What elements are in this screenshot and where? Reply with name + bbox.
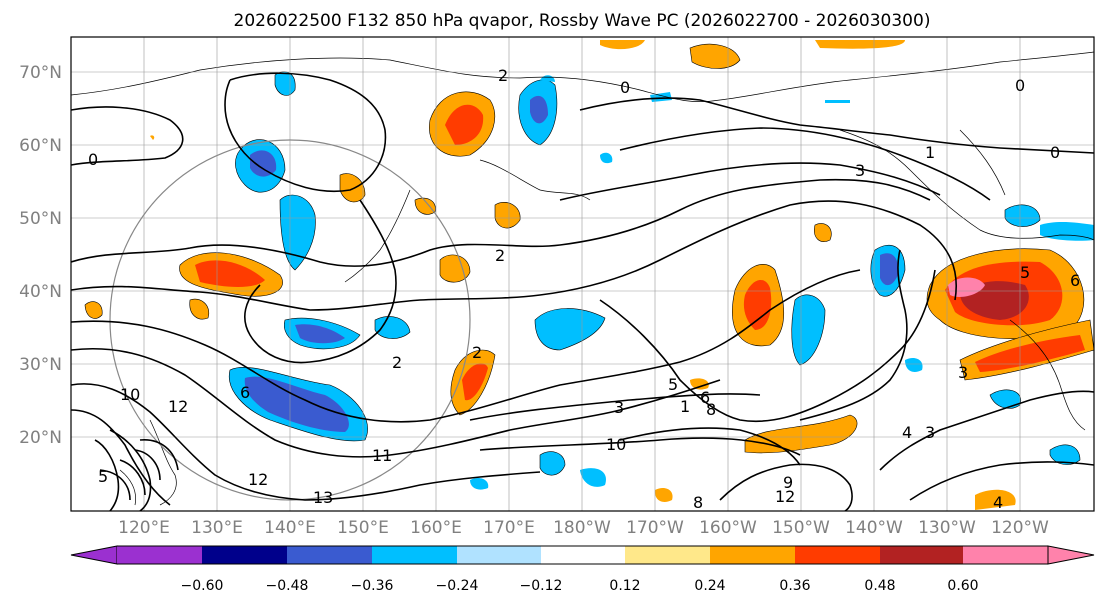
map-frame (70, 36, 1095, 512)
lat-label: 60°N (19, 136, 62, 156)
contour-label: 2 (472, 343, 482, 362)
contour-label: 4 (902, 423, 912, 442)
contour-label: 4 (993, 493, 1003, 512)
colorbar-segment (625, 546, 710, 564)
contour-label: 12 (248, 470, 268, 489)
contour-label: 1 (925, 143, 935, 162)
lat-label: 30°N (19, 355, 62, 375)
graticule (71, 37, 1094, 511)
colorbar-tick-label: 0.24 (694, 578, 725, 594)
colorbar-segment (541, 546, 625, 564)
contour-label: 0 (620, 78, 630, 97)
colorbar-tick-label: 0.36 (779, 578, 810, 594)
colorbar-ticks: −0.60 −0.48 −0.36 −0.24 −0.12 0.12 0.24 … (181, 578, 979, 594)
contour-label: 12 (168, 397, 188, 416)
contour-label: 3 (855, 161, 865, 180)
negative-anomaly-shading (228, 71, 1094, 490)
colorbar-tick-label: 0.12 (609, 578, 640, 594)
lat-label: 50°N (19, 209, 62, 229)
lon-label: 150°E (337, 518, 389, 538)
colorbar-tick-label: 0.48 (864, 578, 895, 594)
lon-label: 130°W (918, 518, 976, 538)
contour-label: 5 (98, 467, 108, 486)
contour-label: 6 (700, 388, 710, 407)
colorbar-segment (457, 546, 541, 564)
lon-label: 150°W (772, 518, 830, 538)
colorbar-segment (202, 546, 287, 564)
contour-label: 11 (372, 446, 392, 465)
contour-label: 3 (614, 398, 624, 417)
contour-label: 0 (1015, 76, 1025, 95)
colorbar-segment (372, 546, 457, 564)
contour-label: 10 (120, 385, 140, 404)
colorbar-extend-high (1047, 545, 1095, 565)
colorbar-segment (880, 546, 963, 564)
contour-labels: 0 0 0 0 1 3 2 2 3 3 5 5 6 8 10 11 12 13 … (88, 66, 1080, 512)
lon-label: 170°W (626, 518, 684, 538)
contour-label: 10 (606, 435, 626, 454)
colorbar-segment (963, 546, 1048, 564)
colorbar: −0.60 −0.48 −0.36 −0.24 −0.12 0.12 0.24 … (70, 545, 1095, 594)
contour-label: 2 (498, 66, 508, 85)
contour-label: 6 (240, 383, 250, 402)
contour-label: 3 (925, 423, 935, 442)
range-circle (109, 139, 471, 501)
colorbar-tick-label: −0.24 (436, 578, 479, 594)
colorbar-segment (287, 546, 372, 564)
figure-title: 2026022500 F132 850 hPa qvapor, Rossby W… (234, 11, 931, 31)
colorbar-extend-low (70, 545, 118, 565)
colorbar-tick-label: 0.60 (947, 578, 978, 594)
contour-label: 1 (680, 397, 690, 416)
colorbar-tick-label: −0.48 (266, 578, 309, 594)
contour-label: 6 (1070, 271, 1080, 290)
lon-label: 180°W (553, 518, 611, 538)
coastlines (71, 51, 1094, 506)
lon-label: 140°W (845, 518, 903, 538)
contour-label: 3 (958, 363, 968, 382)
contour-label: 0 (88, 150, 98, 169)
contour-label: 8 (706, 400, 716, 419)
contour-label: 8 (693, 493, 703, 512)
lat-label: 20°N (19, 428, 62, 448)
colorbar-tick-label: −0.36 (351, 578, 394, 594)
contour-label: 12 (775, 487, 795, 506)
map-content: 0 0 0 0 1 3 2 2 3 3 5 5 6 8 10 11 12 13 … (71, 37, 1094, 512)
lon-label: 120°E (118, 518, 170, 538)
contour-label: 13 (313, 488, 333, 507)
colorbar-segment (117, 546, 202, 564)
contour-label: 2 (495, 246, 505, 265)
lon-label: 160°W (699, 518, 757, 538)
contour-label: 5 (1020, 263, 1030, 282)
lon-label: 140°E (264, 518, 316, 538)
contour-label: 2 (392, 353, 402, 372)
latitude-labels: 70°N 60°N 50°N 40°N 30°N 20°N (19, 63, 62, 448)
lon-label: 160°E (410, 518, 462, 538)
colorbar-tick-label: −0.60 (181, 578, 224, 594)
contour-label: 5 (668, 375, 678, 394)
colorbar-segment (795, 546, 880, 564)
longitude-labels: 120°E 130°E 140°E 150°E 160°E 170°E 180°… (118, 518, 1049, 538)
colorbar-segment (710, 546, 795, 564)
lat-label: 70°N (19, 63, 62, 83)
geopotential-contours (71, 72, 1094, 511)
lon-label: 170°E (483, 518, 535, 538)
contour-label: 9 (783, 473, 793, 492)
lon-label: 120°W (991, 518, 1049, 538)
lat-label: 40°N (19, 282, 62, 302)
lon-label: 130°E (191, 518, 243, 538)
contour-label: 0 (1050, 143, 1060, 162)
colorbar-tick-label: −0.12 (520, 578, 563, 594)
